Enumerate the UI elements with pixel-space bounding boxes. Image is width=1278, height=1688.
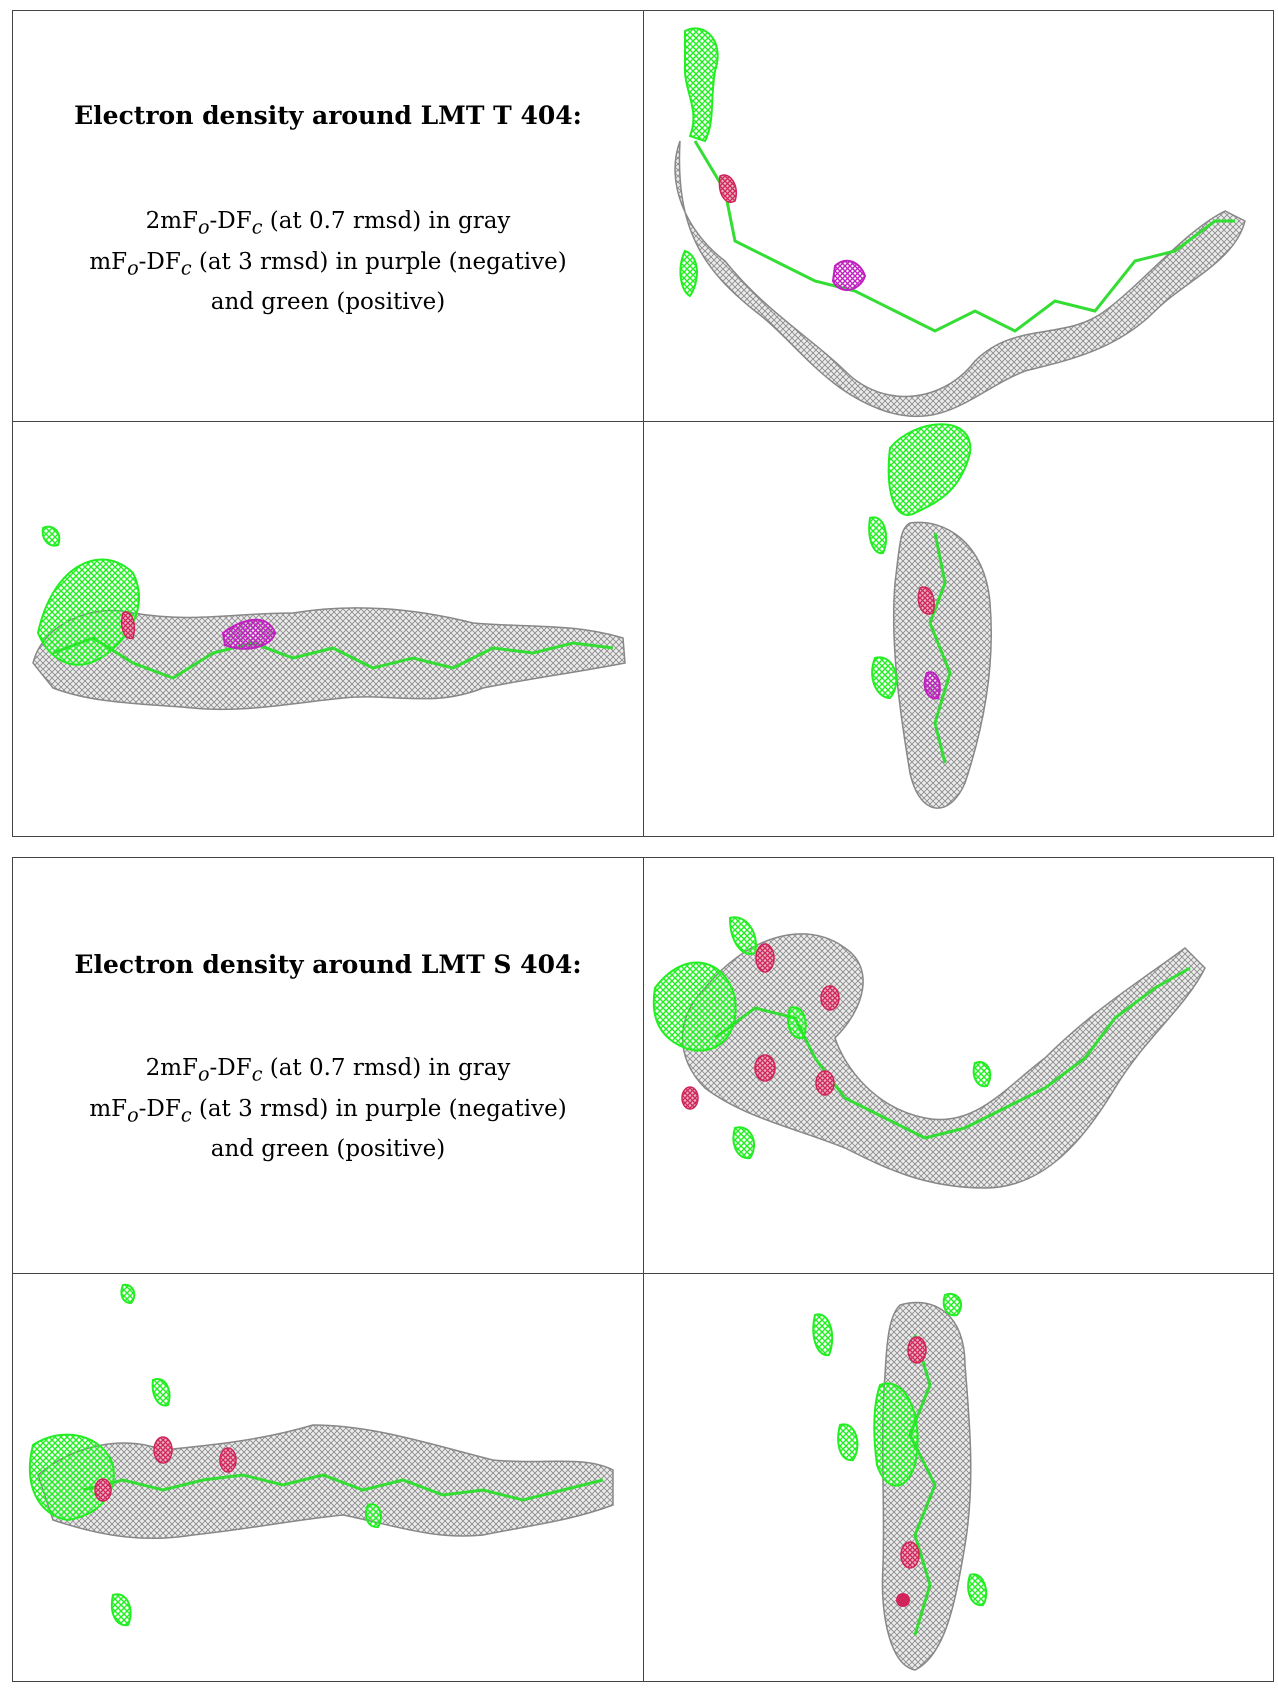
caption-cell: Electron density around LMT T 404: 2mFo-… bbox=[13, 11, 643, 421]
density-panel-lmt-t-404: Electron density around LMT T 404: 2mFo-… bbox=[12, 10, 1274, 837]
panel-title: Electron density around LMT T 404: bbox=[74, 101, 582, 130]
density-image-view-1 bbox=[652, 916, 1206, 1189]
panel-title: Electron density around LMT S 404: bbox=[74, 950, 582, 979]
caption-text: 2mFo-DFc (at 0.7 rmsd) in gray mFo-DFc (… bbox=[13, 204, 643, 319]
column-divider bbox=[643, 858, 644, 1681]
density-panel-lmt-s-404: Electron density around LMT S 404: 2mFo-… bbox=[12, 857, 1274, 1682]
density-image-view-2 bbox=[32, 525, 626, 711]
caption-line-mfo: mFo-DFc (at 3 rmsd) in purple (negative) bbox=[89, 248, 567, 280]
density-image-view-1 bbox=[674, 27, 1246, 418]
caption-cell: Electron density around LMT S 404: 2mFo-… bbox=[13, 858, 643, 1273]
caption-text: 2mFo-DFc (at 0.7 rmsd) in gray mFo-DFc (… bbox=[13, 1051, 643, 1166]
column-divider bbox=[643, 11, 644, 836]
caption-line-2mfo: 2mFo-DFc (at 0.7 rmsd) in gray bbox=[145, 1055, 511, 1086]
density-image-view-2 bbox=[28, 1283, 614, 1627]
row-divider bbox=[13, 421, 1273, 422]
row-divider bbox=[13, 1273, 1273, 1274]
caption-line-mfo: mFo-DFc (at 3 rmsd) in purple (negative) bbox=[89, 1095, 567, 1127]
density-image-view-3 bbox=[812, 1292, 988, 1671]
density-image-view-3 bbox=[868, 423, 992, 809]
caption-line-green: and green (positive) bbox=[210, 1136, 446, 1163]
caption-line-green: and green (positive) bbox=[210, 289, 446, 316]
caption-line-2mfo: 2mFo-DFc (at 0.7 rmsd) in gray bbox=[145, 208, 511, 239]
